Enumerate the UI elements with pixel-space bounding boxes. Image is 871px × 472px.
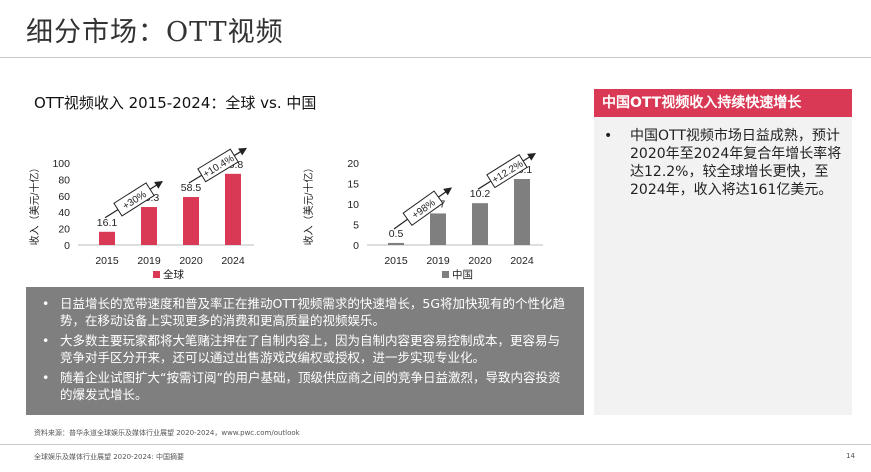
right-panel-text: 中国OTT视频市场日益成熟，预计2020年至2024年复合年增长率将达12.2%… bbox=[630, 128, 842, 198]
global-annotation-arrowhead bbox=[238, 147, 247, 156]
global-legend-swatch bbox=[153, 271, 160, 278]
global-x-tick-label: 2024 bbox=[221, 255, 245, 267]
global-bar bbox=[141, 207, 157, 245]
source-note: 资料来源：普华永道全球娱乐及媒体行业展望 2020-2024，www.pwc.c… bbox=[34, 429, 300, 437]
right-panel-header: 中国OTT视频收入持续快速增长 bbox=[594, 89, 852, 117]
china-x-tick-label: 2020 bbox=[468, 255, 492, 267]
global-annotation-line bbox=[188, 174, 203, 184]
global-y-tick-label: 40 bbox=[58, 207, 70, 219]
chart-title: OTT视频收入 2015-2024：全球 vs. 中国 bbox=[34, 94, 317, 112]
china-x-tick-label: 2024 bbox=[510, 255, 534, 267]
china-annotation-line bbox=[477, 180, 492, 190]
china-revenue-chart: 收入（美元/十亿）051015200.520157.7201910.220201… bbox=[300, 128, 560, 287]
china-legend-swatch bbox=[442, 271, 449, 278]
china-y-tick-label: 20 bbox=[347, 158, 359, 170]
global-annotation-arrowhead bbox=[154, 181, 164, 189]
list-item-text: 随着企业试图扩大“按需订阅”的用户基础，顶级供应商之间的竞争日益激烈，导致内容投… bbox=[60, 370, 561, 402]
list-item-text: 大多数主要玩家都将大笔赌注押在了自制内容上，因为自制内容更容易控制成本，更容易与… bbox=[60, 333, 561, 365]
china-value-label: 10.2 bbox=[470, 188, 491, 200]
china-bar bbox=[430, 213, 446, 245]
china-legend-label: 中国 bbox=[452, 268, 473, 281]
china-y-axis-label: 收入（美元/十亿） bbox=[302, 163, 315, 246]
global-bar bbox=[225, 173, 241, 245]
global-y-axis-label: 收入（美元/十亿） bbox=[28, 163, 41, 246]
bullet-symbol: • bbox=[42, 370, 50, 385]
global-y-tick-label: 20 bbox=[58, 224, 70, 236]
global-revenue-chart: 收入（美元/十亿）02040608010016.1201546.3201958.… bbox=[26, 128, 266, 287]
global-bar bbox=[183, 197, 199, 245]
right-panel: • 中国OTT视频市场日益成熟，预计2020年至2024年复合年增长率将达12.… bbox=[594, 117, 852, 415]
china-annotation-arrowhead bbox=[443, 187, 453, 196]
list-item: • 大多数主要玩家都将大笔赌注押在了自制内容上，因为自制内容更容易控制成本，更容易… bbox=[42, 332, 570, 366]
global-value-label: 58.5 bbox=[181, 182, 202, 194]
list-item: • 随着企业试图扩大“按需订阅”的用户基础，顶级供应商之间的竞争日益激烈，导致内容… bbox=[42, 369, 570, 403]
bullet-symbol: • bbox=[42, 333, 50, 348]
key-points-list: • 日益增长的宽带速度和普及率正在推动OTT视频需求的快速增长，5G将加快现有的个… bbox=[26, 287, 584, 403]
china-annotation-box bbox=[486, 153, 528, 189]
right-panel-bullet: • 中国OTT视频市场日益成熟，预计2020年至2024年复合年增长率将达12.… bbox=[604, 127, 844, 199]
bullet-symbol: • bbox=[42, 296, 50, 311]
global-x-tick-label: 2015 bbox=[95, 255, 119, 267]
global-x-tick-label: 2020 bbox=[179, 255, 203, 267]
title-divider bbox=[0, 57, 871, 58]
page-number: 14 bbox=[846, 452, 855, 460]
global-x-tick-label: 2019 bbox=[137, 255, 161, 267]
global-growth-annotation: +10.4% bbox=[188, 147, 247, 184]
bullet-symbol: • bbox=[604, 128, 613, 144]
china-chart-svg: 收入（美元/十亿）051015200.520157.7201910.220201… bbox=[302, 152, 543, 281]
global-y-tick-label: 60 bbox=[58, 191, 70, 203]
china-annotation-arrowhead bbox=[527, 152, 537, 161]
china-y-tick-label: 0 bbox=[353, 240, 359, 252]
china-y-tick-label: 10 bbox=[347, 199, 359, 211]
page-title: 细分市场：OTT视频 bbox=[26, 17, 284, 48]
global-legend-label: 全球 bbox=[163, 268, 184, 281]
china-y-tick-label: 15 bbox=[347, 179, 359, 191]
global-y-tick-label: 0 bbox=[64, 240, 70, 252]
global-chart-svg: 收入（美元/十亿）02040608010016.1201546.3201958.… bbox=[28, 147, 254, 281]
list-item: • 日益增长的宽带速度和普及率正在推动OTT视频需求的快速增长，5G将加快现有的个… bbox=[42, 295, 570, 329]
footer-divider bbox=[0, 444, 871, 445]
china-y-tick-label: 5 bbox=[353, 220, 359, 232]
china-annotation-line bbox=[393, 218, 408, 230]
global-annotation-line bbox=[104, 209, 119, 219]
china-value-label: 0.5 bbox=[389, 228, 404, 240]
list-item-text: 日益增长的宽带速度和普及率正在推动OTT视频需求的快速增长，5G将加快现有的个性… bbox=[60, 296, 566, 328]
global-value-label: 16.1 bbox=[97, 217, 118, 229]
china-bar bbox=[514, 178, 530, 245]
china-x-tick-label: 2019 bbox=[426, 255, 450, 267]
china-x-tick-label: 2015 bbox=[384, 255, 408, 267]
global-annotation-box bbox=[197, 148, 239, 183]
china-bar bbox=[388, 242, 404, 245]
key-points-box: • 日益增长的宽带速度和普及率正在推动OTT视频需求的快速增长，5G将加快现有的个… bbox=[26, 287, 584, 415]
china-bar bbox=[472, 203, 488, 245]
china-annotation-box bbox=[402, 190, 444, 227]
global-bar bbox=[99, 231, 115, 245]
global-annotation-box bbox=[113, 182, 155, 217]
global-y-tick-label: 80 bbox=[58, 174, 70, 186]
global-y-tick-label: 100 bbox=[52, 158, 70, 170]
footer-text: 全球娱乐及媒体行业展望 2020-2024: 中国摘要 bbox=[34, 453, 184, 461]
